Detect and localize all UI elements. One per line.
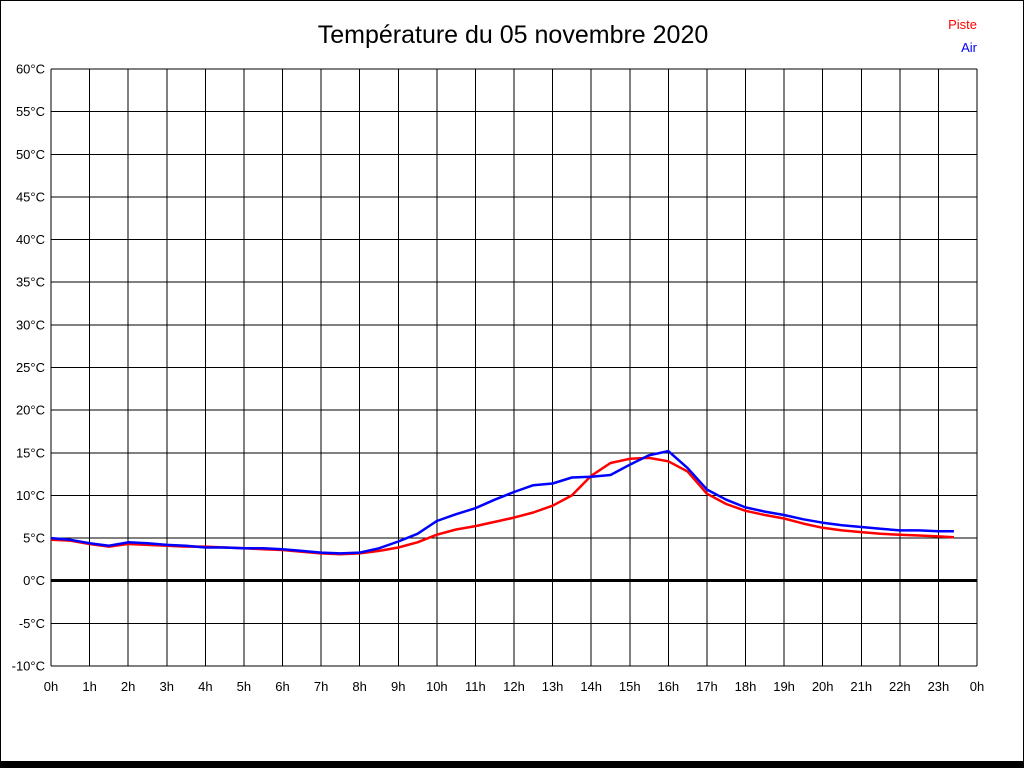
x-axis-tick-label: 6h [275,679,289,694]
y-axis-tick-label: 40°C [16,232,45,247]
y-axis-tick-label: 35°C [16,275,45,290]
chart-title: Température du 05 novembre 2020 [317,21,709,49]
x-axis-tick-label: 2h [121,679,135,694]
x-axis-tick-label: 14h [580,679,602,694]
x-axis-tick-label: 0h [970,679,984,694]
x-axis-tick-label: 12h [503,679,525,694]
x-axis-tick-label: 21h [850,679,872,694]
y-axis-tick-label: 55°C [16,104,45,119]
x-axis-tick-label: 5h [237,679,251,694]
x-axis-tick-label: 19h [773,679,795,694]
y-axis-tick-label: 25°C [16,360,45,375]
x-axis-tick-label: 4h [198,679,212,694]
y-axis-tick-label: -10°C [12,659,45,674]
x-axis-tick-label: 0h [44,679,58,694]
x-axis-tick-label: 9h [391,679,405,694]
x-axis-tick-label: 22h [889,679,911,694]
y-axis-tick-label: 60°C [16,62,45,77]
y-axis-tick-label: 5°C [23,531,45,546]
x-axis-tick-label: 15h [619,679,641,694]
x-axis-tick-label: 16h [657,679,679,694]
y-axis-tick-label: 45°C [16,189,45,204]
y-axis-tick-label: 30°C [16,317,45,332]
x-axis-tick-label: 8h [352,679,366,694]
bottom-border-bar [1,761,1023,767]
x-axis-tick-label: 18h [735,679,757,694]
x-axis-tick-label: 13h [542,679,564,694]
legend-item-air: Air [961,40,977,55]
legend-item-piste: Piste [948,17,977,32]
legend: Piste Air [948,13,977,59]
x-axis-tick-label: 7h [314,679,328,694]
x-axis-tick-label: 3h [160,679,174,694]
y-axis-tick-label: 0°C [23,573,45,588]
y-axis-tick-label: -5°C [19,616,45,631]
x-axis-tick-label: 11h [465,679,486,694]
y-axis-tick-label: 15°C [16,445,45,460]
piste-temperature-line [50,456,954,556]
y-axis-tick-label: 50°C [16,147,45,162]
x-axis-tick-label: 17h [696,679,718,694]
y-axis-tick-label: 20°C [16,403,45,418]
x-axis-tick-label: 23h [928,679,950,694]
x-axis-tick-label: 10h [426,679,448,694]
x-axis-tick-label: 1h [82,679,96,694]
air-temperature-line [50,449,954,555]
x-axis-tick-label: 20h [812,679,834,694]
y-axis-tick-label: 10°C [16,488,45,503]
